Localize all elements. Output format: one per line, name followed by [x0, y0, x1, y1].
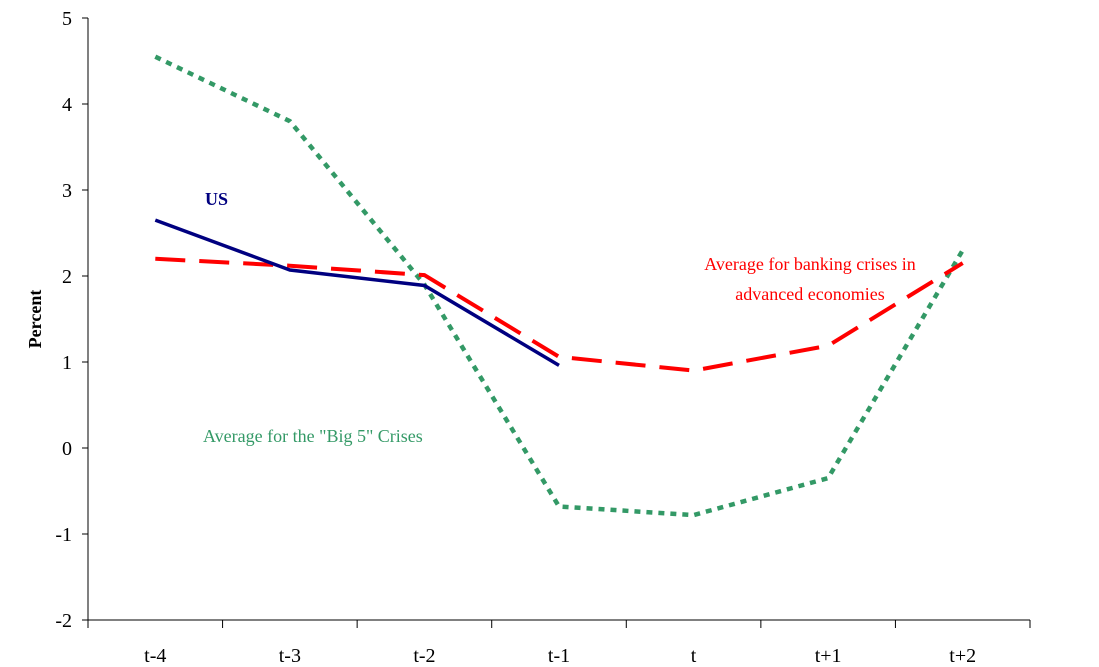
x-tick-label: t-2: [413, 645, 435, 667]
x-tick-label: t: [691, 645, 697, 667]
series-label-us: US: [205, 189, 228, 209]
x-tick-label: t+2: [949, 645, 976, 667]
y-tick-label: 5: [62, 8, 72, 30]
axes: -2 -1 0 1 2 3 4 5 t-4 t-3 t-2 t-1 t t+1 t+2 Percent: [25, 8, 1031, 667]
y-tick-label: 0: [62, 438, 72, 460]
x-tick-label: t-3: [279, 645, 301, 667]
series-label-advanced-economies: Average for banking crises in: [704, 254, 916, 274]
y-axis-title: Percent: [25, 290, 45, 349]
y-tick-label: 4: [62, 94, 72, 116]
y-tick-label: -1: [55, 524, 72, 546]
x-tick-label: t+1: [815, 645, 842, 667]
y-tick-label: -2: [55, 610, 72, 632]
series-line-dashed: [155, 256, 964, 373]
series-lines: [154, 54, 965, 518]
y-tick-label: 3: [62, 180, 72, 202]
x-tick-label: t-1: [548, 645, 570, 667]
series-labels: US Average for banking crises in advanced …: [203, 189, 916, 446]
series-label-advanced-economies: advanced economies: [735, 284, 884, 304]
series-line-dotted: [154, 54, 965, 518]
y-tick-label: 1: [62, 352, 72, 374]
x-tick-label: t-4: [144, 645, 166, 667]
y-tick-label: 2: [62, 266, 72, 288]
series-label-big5: Average for the "Big 5" Crises: [203, 426, 423, 446]
series-line-solid: [154, 218, 560, 367]
